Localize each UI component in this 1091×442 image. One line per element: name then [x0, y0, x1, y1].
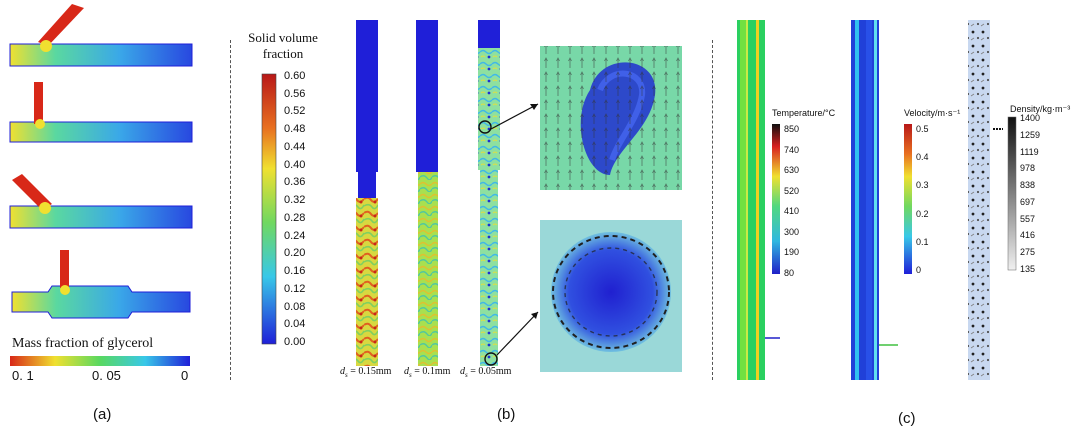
density-field	[968, 20, 1003, 380]
ds-value: = 0.15mm	[347, 366, 392, 377]
velocity-tick: 0.2	[916, 208, 929, 219]
glycerol-tick-low: 0	[181, 368, 189, 383]
solid-fraction-tick: 0.36	[284, 176, 306, 189]
column-ds-010	[416, 20, 438, 366]
temperature-tick: 300	[784, 226, 800, 237]
temperature-tick: 850	[784, 124, 800, 134]
temperature-tick: 410	[784, 206, 800, 217]
column-ds-015	[356, 20, 378, 366]
pipe-a2	[9, 82, 193, 143]
density-tick: 978	[1020, 163, 1036, 174]
zoom-marker-top	[478, 120, 492, 134]
velocity-tick: 0.1	[916, 236, 929, 247]
solid-fraction-title-line1: Solid volume	[248, 30, 318, 45]
solid-fraction-title: Solid volume fraction	[243, 30, 323, 62]
separator-b-c	[712, 40, 713, 380]
solid-fraction-tick: 0.44	[284, 140, 306, 153]
ds-symbol: d	[404, 366, 409, 377]
velocity-tick: 0.3	[916, 180, 929, 191]
glycerol-legend-title: Mass fraction of glycerol	[12, 336, 154, 351]
glycerol-tick-high: 0. 1	[12, 368, 34, 383]
solid-fraction-tick: 0.24	[284, 229, 306, 242]
separator-a-b	[230, 40, 231, 380]
panel-label-b: (b)	[497, 406, 516, 423]
velocity-colorbar	[904, 124, 912, 274]
ds-value: = 0.05mm	[467, 366, 512, 377]
temperature-tick: 520	[784, 185, 800, 196]
density-tick: 1400	[1020, 113, 1041, 123]
solid-fraction-tick: 0.60	[284, 70, 306, 82]
density-title: Density/kg·m⁻³	[1010, 104, 1071, 114]
ds-value: = 0.1mm	[411, 366, 451, 377]
density-tick: 557	[1020, 213, 1036, 224]
column-ds-005	[478, 20, 500, 366]
temperature-field	[737, 20, 780, 380]
solid-fraction-tick: 0.12	[284, 282, 306, 295]
temperature-colorbar	[772, 124, 780, 274]
solid-fraction-tick: 0.20	[284, 247, 306, 260]
solid-fraction-tick: 0.52	[284, 105, 306, 118]
solid-fraction-tick: 0.40	[284, 158, 306, 171]
solid-fraction-tick: 0.56	[284, 87, 306, 100]
density-tick: 416	[1020, 230, 1036, 241]
panel-label-c: (c)	[898, 410, 916, 427]
glycerol-tick-mid: 0. 05	[92, 368, 121, 383]
ds-subscript: s	[409, 371, 412, 379]
zoom-view-top	[540, 46, 682, 190]
solid-fraction-tick: 0.16	[284, 265, 306, 278]
density-tick: 275	[1020, 247, 1036, 258]
temperature-title: Temperature/°C	[772, 108, 836, 118]
column-label-ds-015: ds = 0.15mm	[340, 366, 391, 379]
solid-fraction-title-line2: fraction	[262, 46, 304, 61]
pipe-a3	[9, 174, 193, 229]
velocity-field	[851, 20, 898, 380]
velocity-title: Velocity/m·s⁻¹	[904, 108, 961, 118]
solid-fraction-tick: 0.32	[284, 194, 306, 207]
ds-subscript: s	[345, 371, 348, 379]
pipe-a4	[11, 250, 191, 319]
velocity-tick: 0.4	[916, 152, 929, 163]
ds-subscript: s	[465, 371, 468, 379]
panel-label-a: (a)	[93, 406, 112, 423]
temperature-tick: 190	[784, 247, 800, 258]
solid-fraction-tick: 0.48	[284, 123, 306, 136]
velocity-tick: 0	[916, 265, 922, 275]
temperature-tick: 80	[784, 268, 795, 278]
glycerol-colorbar	[10, 356, 190, 366]
temperature-tick: 740	[784, 144, 800, 155]
density-tick: 135	[1020, 264, 1036, 274]
density-tick: 1119	[1020, 146, 1039, 157]
pipe-a1	[9, 4, 193, 67]
density-colorbar	[1007, 116, 1017, 271]
density-tick: 1259	[1020, 129, 1041, 140]
solid-fraction-colorbar	[261, 73, 277, 345]
solid-fraction-tick: 0.28	[284, 211, 306, 224]
density-tick: 697	[1020, 196, 1036, 207]
ds-symbol: d	[460, 366, 465, 377]
ds-symbol: d	[340, 366, 345, 377]
solid-fraction-tick: 0.04	[284, 318, 306, 331]
column-label-ds-005: ds = 0.05mm	[460, 366, 511, 379]
column-label-ds-010: ds = 0.1mm	[404, 366, 450, 379]
zoom-view-bottom	[540, 220, 682, 372]
solid-fraction-tick: 0.08	[284, 300, 306, 313]
velocity-tick: 0.5	[916, 124, 929, 134]
temperature-tick: 630	[784, 165, 800, 176]
solid-fraction-tick: 0.00	[284, 336, 306, 348]
zoom-marker-bottom	[484, 352, 498, 366]
density-tick: 838	[1020, 180, 1036, 191]
